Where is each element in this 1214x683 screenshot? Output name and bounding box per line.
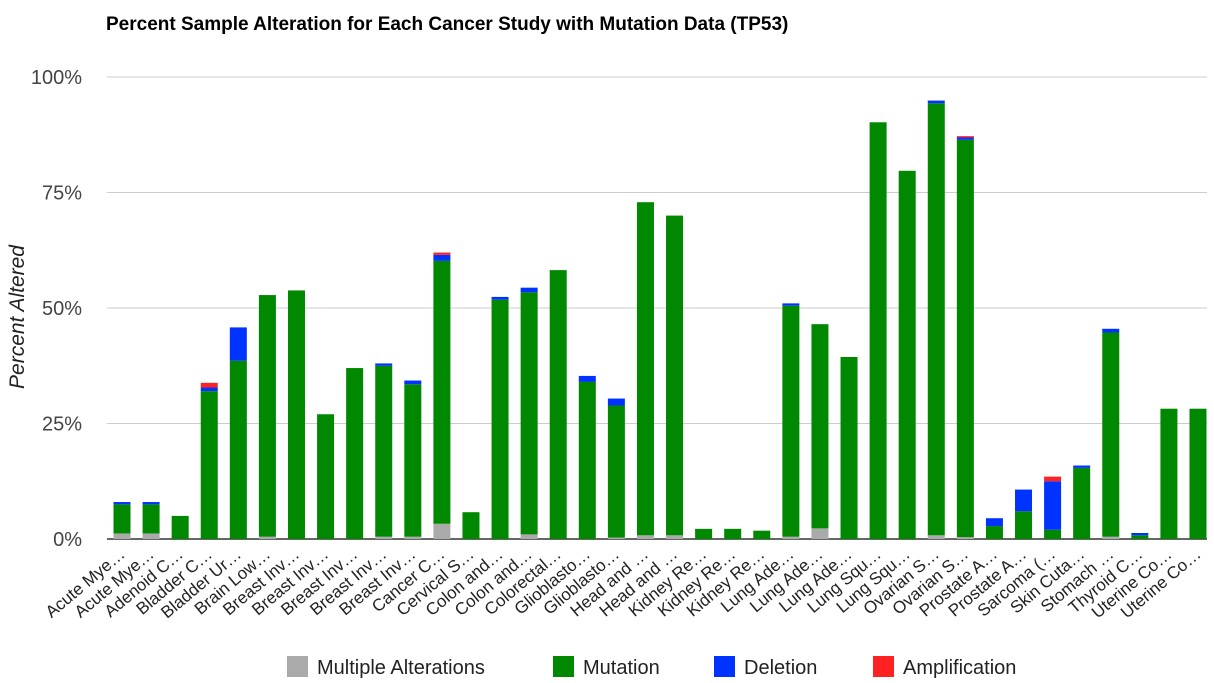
bar-segment [578, 375, 596, 382]
legend-label: Amplification [903, 657, 1016, 679]
bar-segment [229, 360, 247, 539]
legend: Multiple Alterations Mutation Deletion Ampl… [287, 656, 1016, 679]
legend-label: Deletion [744, 657, 817, 679]
legend-swatch [287, 656, 308, 677]
bar-segment [927, 103, 945, 536]
bar-segment [1102, 536, 1120, 539]
y-tick-label: 75% [42, 183, 82, 205]
bar-segment [142, 504, 160, 534]
y-axis-ticks: 0% 25% 50% 75% 100% [31, 67, 82, 551]
bar-segment [200, 387, 218, 392]
bar-segment [1073, 465, 1091, 468]
bar-segment [549, 270, 567, 539]
bar-segment [782, 303, 800, 306]
bar-segment [1015, 489, 1033, 512]
bar-segment [1044, 529, 1062, 539]
legend-label: Multiple Alterations [317, 657, 485, 679]
bar-segment [898, 170, 916, 539]
bar-segment [636, 535, 654, 539]
bar-segment [317, 414, 335, 539]
legend-swatch [714, 656, 735, 677]
bar-segment [1073, 467, 1091, 539]
bar-segment [258, 295, 276, 537]
bar-segment [607, 398, 625, 406]
bar-segment [113, 504, 131, 534]
bar-segment [491, 299, 509, 539]
bar-segment [375, 363, 393, 366]
y-tick-label: 25% [42, 414, 82, 436]
bar-segment [520, 292, 538, 535]
bar-segment [433, 252, 451, 255]
bar-segment [433, 523, 451, 539]
bar-segment [1131, 535, 1149, 539]
bar-segment [346, 368, 364, 539]
bar-segment [462, 512, 480, 539]
bar-segment [840, 356, 858, 539]
bar-segment [200, 382, 218, 388]
bar-segment [113, 533, 131, 539]
bar-segment [404, 536, 422, 539]
bar-segment [985, 518, 1003, 527]
legend-swatch [873, 656, 894, 677]
bar-segment [520, 287, 538, 293]
bar-segment [404, 384, 422, 537]
bar-segment [607, 405, 625, 538]
bar-segment [1102, 332, 1120, 537]
legend-swatch [553, 656, 574, 677]
bar-segment [782, 305, 800, 537]
bar-segment [113, 502, 131, 505]
bar-segment [433, 260, 451, 524]
bar-segment [1131, 532, 1149, 536]
bar-segment [607, 537, 625, 539]
bar-segment [1044, 476, 1062, 482]
bar-segment [985, 526, 1003, 539]
y-tick-label: 0% [53, 529, 82, 551]
bar-segment [404, 380, 422, 385]
bar-segment [956, 537, 974, 539]
bar-segment [811, 528, 829, 539]
y-tick-label: 100% [31, 67, 82, 89]
bar-segment [1015, 511, 1033, 539]
bar-segment [666, 535, 684, 539]
x-axis-ticks: Acute Mye…Acute Mye…Adenoid C…Bladder C…… [42, 545, 1205, 623]
bar-segment [520, 534, 538, 539]
bar-segment [869, 122, 887, 539]
bar-segment [375, 536, 393, 539]
bar-segment [142, 533, 160, 539]
bar-segment [491, 296, 509, 300]
bar-segment [782, 536, 800, 539]
bar-segment [142, 502, 160, 505]
bar-segment [375, 365, 393, 537]
bar-segment [1160, 408, 1178, 539]
legend-label: Mutation [583, 657, 660, 679]
bar-segment [956, 136, 974, 138]
bar-segment [956, 139, 974, 538]
bar-segment [578, 381, 596, 539]
y-axis-label: Percent Altered [6, 244, 29, 389]
bar-segment [666, 215, 684, 536]
bar-segment [433, 254, 451, 261]
chart-title: Percent Sample Alteration for Each Cance… [106, 14, 789, 35]
bar-segment [200, 391, 218, 539]
bar-segment [636, 202, 654, 536]
bar-segment [229, 327, 247, 361]
bar-segment [1102, 328, 1120, 333]
bars [113, 100, 1207, 539]
bar-segment [258, 536, 276, 539]
bar-segment [927, 100, 945, 104]
bar-segment [1044, 481, 1062, 530]
y-tick-label: 50% [42, 298, 82, 320]
bar-segment [811, 324, 829, 529]
bar-segment [927, 535, 945, 539]
bar-segment [1189, 408, 1207, 539]
bar-segment [753, 530, 771, 539]
bar-segment [287, 290, 305, 539]
bar-segment [171, 515, 189, 539]
bar-segment [724, 528, 742, 539]
bar-segment [956, 137, 974, 140]
bar-segment [695, 528, 713, 539]
